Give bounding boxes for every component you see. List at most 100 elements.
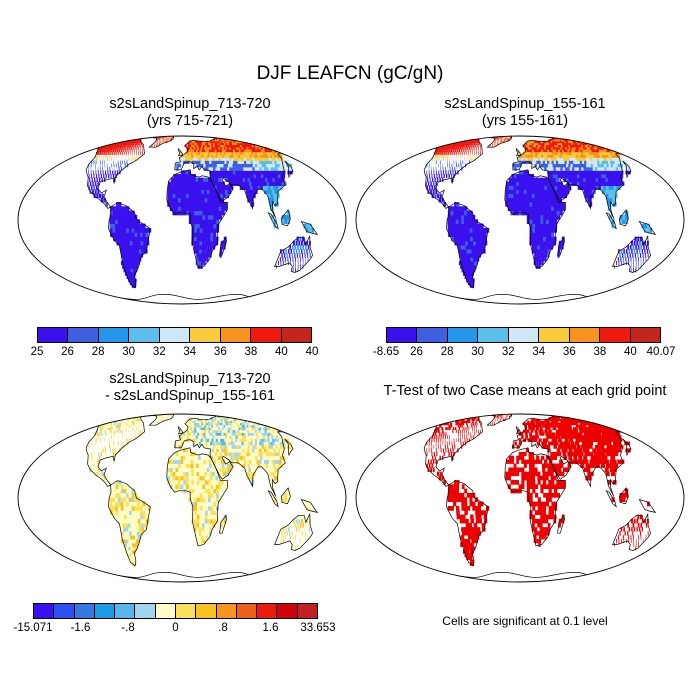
grid-cell [244,463,249,468]
grid-cell [246,471,251,477]
grid-cell [530,149,534,153]
grid-cell [135,422,137,426]
grid-cell [244,448,250,453]
grid-cell [129,514,133,520]
grid-cell [610,173,616,179]
grid-cell [473,257,477,262]
grid-cell [136,429,137,433]
grid-cell [532,219,536,225]
grid-cell [200,181,205,186]
coastline-northAmerica [420,138,483,209]
grid-cell [296,253,298,258]
grid-cell [109,441,110,446]
grid-cell [545,154,549,158]
grid-cell [557,189,562,194]
grid-cell [545,146,550,150]
grid-cell [203,539,206,544]
grid-cell [211,438,215,442]
grid-cell [599,170,605,175]
grid-cell [140,236,144,242]
grid-cell [207,240,211,246]
grid-cell [464,232,468,237]
grid-cell [210,427,215,431]
grid-cell [261,448,267,453]
grid-cell [204,424,208,428]
grid-cell [190,429,194,433]
grid-cell [455,223,460,229]
grid-cell [307,531,309,536]
grid-cell [242,139,249,142]
grid-cell [221,181,225,186]
grid-cell [473,245,478,250]
grid-cell [533,146,537,150]
grid-cell [192,151,196,155]
grid-cell [544,185,548,190]
grid-cell [201,149,205,153]
grid-cell [230,160,236,164]
grid-cell [222,160,227,164]
grid-cell [218,488,222,494]
grid-cell [205,497,209,503]
grid-cell [207,518,211,524]
grid-cell [196,484,201,489]
grid-cell [207,202,211,207]
grid-cell [87,144,91,148]
grid-cell [145,505,149,511]
grid-cell [632,245,635,250]
grid-cell [128,261,133,266]
grid-cell [205,163,209,168]
grid-cell [606,173,611,179]
grid-cell [545,210,550,216]
grid-cell [216,459,220,464]
grid-cell [222,444,227,449]
grid-cell [468,140,471,144]
grid-cell [548,232,552,237]
grid-cell [206,257,209,262]
grid-cell [521,160,524,164]
grid-cell [126,427,128,431]
grid-cell [137,510,141,515]
grid-cell [268,144,276,148]
grid-cell [535,149,539,153]
grid-cell [111,427,113,431]
grid-cell [202,232,206,237]
grid-cell [188,467,192,472]
grid-cell [223,448,228,453]
grid-cell [125,546,130,551]
grid-cell [608,193,613,199]
grid-cell [510,197,514,203]
grid-cell [197,542,201,547]
grid-cell [250,444,255,449]
grid-cell [469,275,474,280]
grid-cell [501,136,503,139]
grid-cell [204,245,208,250]
grid-cell [532,144,536,148]
grid-cell [217,467,221,472]
grid-cell [462,160,464,164]
grid-cell [134,264,139,269]
grid-cell [104,157,106,161]
grid-cell [207,193,211,199]
grid-cell [274,455,280,460]
grid-cell [558,245,561,250]
grid-cell [438,170,440,175]
grid-cell [211,170,216,175]
grid-cell [128,527,133,532]
grid-cell [617,177,623,182]
grid-cell [297,245,299,250]
grid-cell [127,535,132,540]
grid-cell [452,151,454,155]
grid-cell [478,240,482,246]
grid-cell [532,223,536,229]
grid-cell [257,463,262,468]
grid-cell [544,249,548,254]
grid-cell [295,542,296,547]
grid-cell [120,510,125,515]
grid-cell [534,245,538,250]
grid-cell [431,142,436,146]
grid-cell [579,181,584,186]
grid-cell [558,157,563,161]
grid-cell [191,497,195,503]
grid-cell [212,202,217,207]
grid-cell [118,510,122,515]
